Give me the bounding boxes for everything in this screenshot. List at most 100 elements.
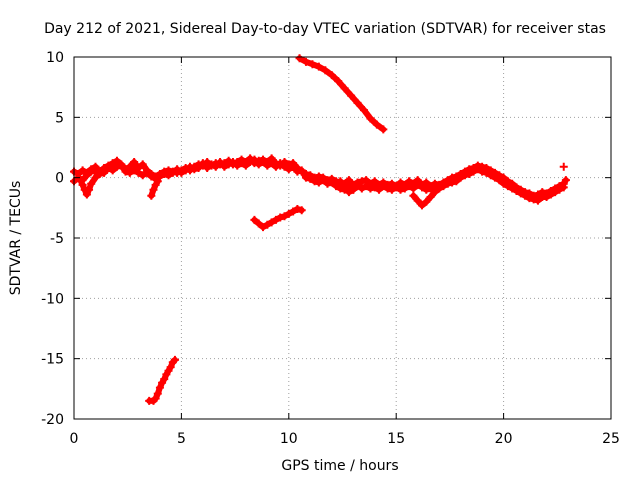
data-point xyxy=(409,191,418,200)
data-point xyxy=(267,218,276,227)
y-tick-label: -10 xyxy=(41,291,64,307)
data-point xyxy=(228,157,237,166)
data-point xyxy=(362,182,371,191)
data-point xyxy=(82,171,91,180)
data-point xyxy=(108,166,117,175)
data-point xyxy=(85,185,94,194)
data-point xyxy=(559,183,568,192)
data-point xyxy=(379,125,388,134)
data-point xyxy=(78,180,87,189)
data-point xyxy=(417,201,426,210)
data-point xyxy=(254,160,263,169)
data-point xyxy=(194,164,203,173)
data-point xyxy=(344,188,353,197)
data-point xyxy=(271,215,280,224)
data-point xyxy=(130,157,139,166)
y-tick-label: 5 xyxy=(55,110,64,126)
data-point xyxy=(280,162,289,171)
data-point xyxy=(422,178,431,187)
data-point xyxy=(495,176,504,185)
data-point xyxy=(198,159,207,168)
data-point xyxy=(87,167,96,176)
data-point xyxy=(143,168,152,177)
data-point xyxy=(383,184,392,193)
data-point xyxy=(276,213,285,222)
data-point xyxy=(82,190,91,199)
data-point xyxy=(220,162,229,171)
data-point xyxy=(160,170,169,179)
data-point xyxy=(207,160,216,169)
data-point xyxy=(147,172,156,181)
data-point xyxy=(87,179,96,188)
data-point xyxy=(448,178,457,187)
data-point xyxy=(542,192,551,201)
data-point xyxy=(422,185,431,194)
data-point xyxy=(78,166,87,175)
y-tick-label: 10 xyxy=(46,50,64,66)
data-point xyxy=(409,184,418,193)
data-point xyxy=(375,185,384,194)
data-point xyxy=(372,120,381,129)
data-point xyxy=(426,192,435,201)
data-point xyxy=(370,183,379,192)
data-point xyxy=(456,173,465,182)
data-point xyxy=(443,179,452,188)
data-point xyxy=(173,165,182,174)
data-point xyxy=(323,179,332,188)
data-point xyxy=(359,106,368,115)
data-point xyxy=(336,177,345,186)
data-point xyxy=(559,162,568,171)
x-tick-label: 10 xyxy=(280,431,298,447)
data-point xyxy=(250,155,259,164)
grid-lines xyxy=(74,57,611,419)
data-point xyxy=(546,190,555,199)
data-point xyxy=(170,355,179,364)
data-point xyxy=(387,185,396,194)
data-point xyxy=(555,185,564,194)
data-point xyxy=(379,182,388,191)
data-point xyxy=(250,215,259,224)
data-point xyxy=(413,180,422,189)
data-point xyxy=(521,191,530,200)
data-point xyxy=(353,98,362,107)
data-point xyxy=(491,173,500,182)
data-points xyxy=(70,54,570,405)
data-point xyxy=(259,223,268,232)
data-point xyxy=(533,196,542,205)
data-point xyxy=(353,182,362,191)
data-point xyxy=(155,172,164,181)
data-point xyxy=(306,174,315,183)
data-point xyxy=(112,162,121,171)
data-point xyxy=(529,195,538,204)
data-point xyxy=(508,184,517,193)
data-point xyxy=(327,178,336,187)
data-point xyxy=(241,161,250,170)
data-point xyxy=(108,159,117,168)
data-point xyxy=(340,84,349,93)
data-point xyxy=(321,66,330,75)
data-point xyxy=(308,60,317,69)
data-point xyxy=(293,205,302,214)
data-point xyxy=(465,170,474,179)
data-point xyxy=(203,164,212,173)
data-point xyxy=(293,167,302,176)
data-point xyxy=(460,171,469,180)
data-point xyxy=(478,167,487,176)
data-point xyxy=(267,159,276,168)
data-point xyxy=(91,173,100,182)
data-point xyxy=(473,165,482,174)
data-trace xyxy=(148,178,161,199)
data-point xyxy=(138,171,147,180)
data-point xyxy=(117,161,126,170)
data-point xyxy=(233,161,242,170)
data-point xyxy=(503,182,512,191)
x-tick-label: 20 xyxy=(495,431,513,447)
data-point xyxy=(297,166,306,175)
data-point xyxy=(482,168,491,177)
data-point xyxy=(155,383,164,392)
data-point xyxy=(499,179,508,188)
data-point xyxy=(525,194,534,203)
data-point xyxy=(332,182,341,191)
data-point xyxy=(125,168,134,177)
